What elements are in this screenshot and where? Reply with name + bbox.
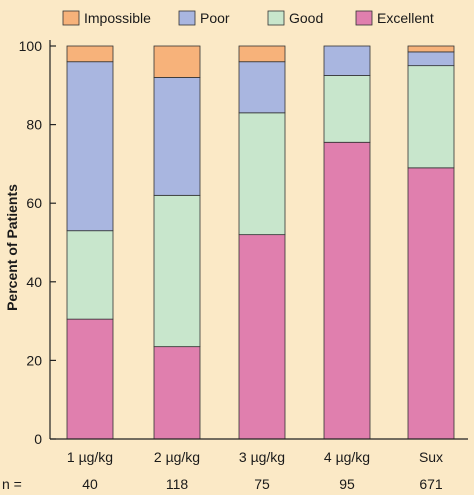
- y-tick-label: 100: [19, 38, 43, 54]
- n-prefix: n =: [2, 476, 22, 492]
- bar-segment-good: [153, 194, 201, 348]
- bar-segment-excellent: [153, 346, 201, 440]
- bar-segment-poor: [323, 45, 371, 76]
- legend: Impossible Poor Good Excellent: [62, 10, 434, 26]
- bar-segment-excellent: [66, 318, 114, 440]
- n-value: 671: [419, 476, 443, 492]
- bar-segment-impossible: [66, 45, 114, 63]
- n-value: 40: [82, 476, 98, 492]
- legend-label-excellent: Excellent: [377, 10, 434, 26]
- y-tick-label: 80: [26, 117, 42, 133]
- y-tick-label: 20: [26, 352, 42, 368]
- y-tick-label: 40: [26, 274, 42, 290]
- legend-label-poor: Poor: [200, 10, 230, 26]
- legend-swatch-impossible: [62, 10, 80, 26]
- y-axis-title: Percent of Patients: [4, 184, 20, 311]
- y-tick-label: 60: [26, 195, 42, 211]
- x-tick-label: 1 µg/kg: [67, 449, 113, 465]
- y-tick-label: 0: [34, 431, 42, 447]
- bar-segment-good: [407, 65, 455, 169]
- bar-segment-excellent: [238, 234, 286, 440]
- bar-segment-good: [66, 230, 114, 320]
- legend-swatch-poor: [178, 10, 196, 26]
- bar-segment-poor: [407, 51, 455, 67]
- x-axis: 1 µg/kg 40 2 µg/kg 118 3 µg/kg 75 4 µg/kg 95 Sux…: [2, 438, 468, 492]
- legend-label-impossible: Impossible: [84, 10, 151, 26]
- n-value: 95: [339, 476, 355, 492]
- legend-swatch-good: [267, 10, 285, 26]
- bar-segment-poor: [66, 61, 114, 232]
- bar-segment-impossible: [238, 45, 286, 63]
- bar-segment-excellent: [407, 167, 455, 440]
- bar-segment-excellent: [323, 141, 371, 440]
- bar-segment-impossible: [407, 45, 455, 53]
- x-tick-label: 4 µg/kg: [324, 449, 370, 465]
- bar-segment-impossible: [153, 45, 201, 78]
- bar-segment-good: [323, 75, 371, 143]
- bar-segment-poor: [238, 61, 286, 114]
- x-tick-label: 3 µg/kg: [239, 449, 285, 465]
- x-tick-label: Sux: [419, 449, 443, 465]
- legend-label-good: Good: [289, 10, 323, 26]
- x-tick-label: 2 µg/kg: [154, 449, 200, 465]
- n-value: 118: [166, 476, 189, 492]
- bar-segment-good: [238, 112, 286, 236]
- bar-segment-poor: [153, 77, 201, 196]
- bars: [66, 45, 455, 440]
- n-value: 75: [254, 476, 270, 492]
- legend-swatch-excellent: [355, 10, 373, 26]
